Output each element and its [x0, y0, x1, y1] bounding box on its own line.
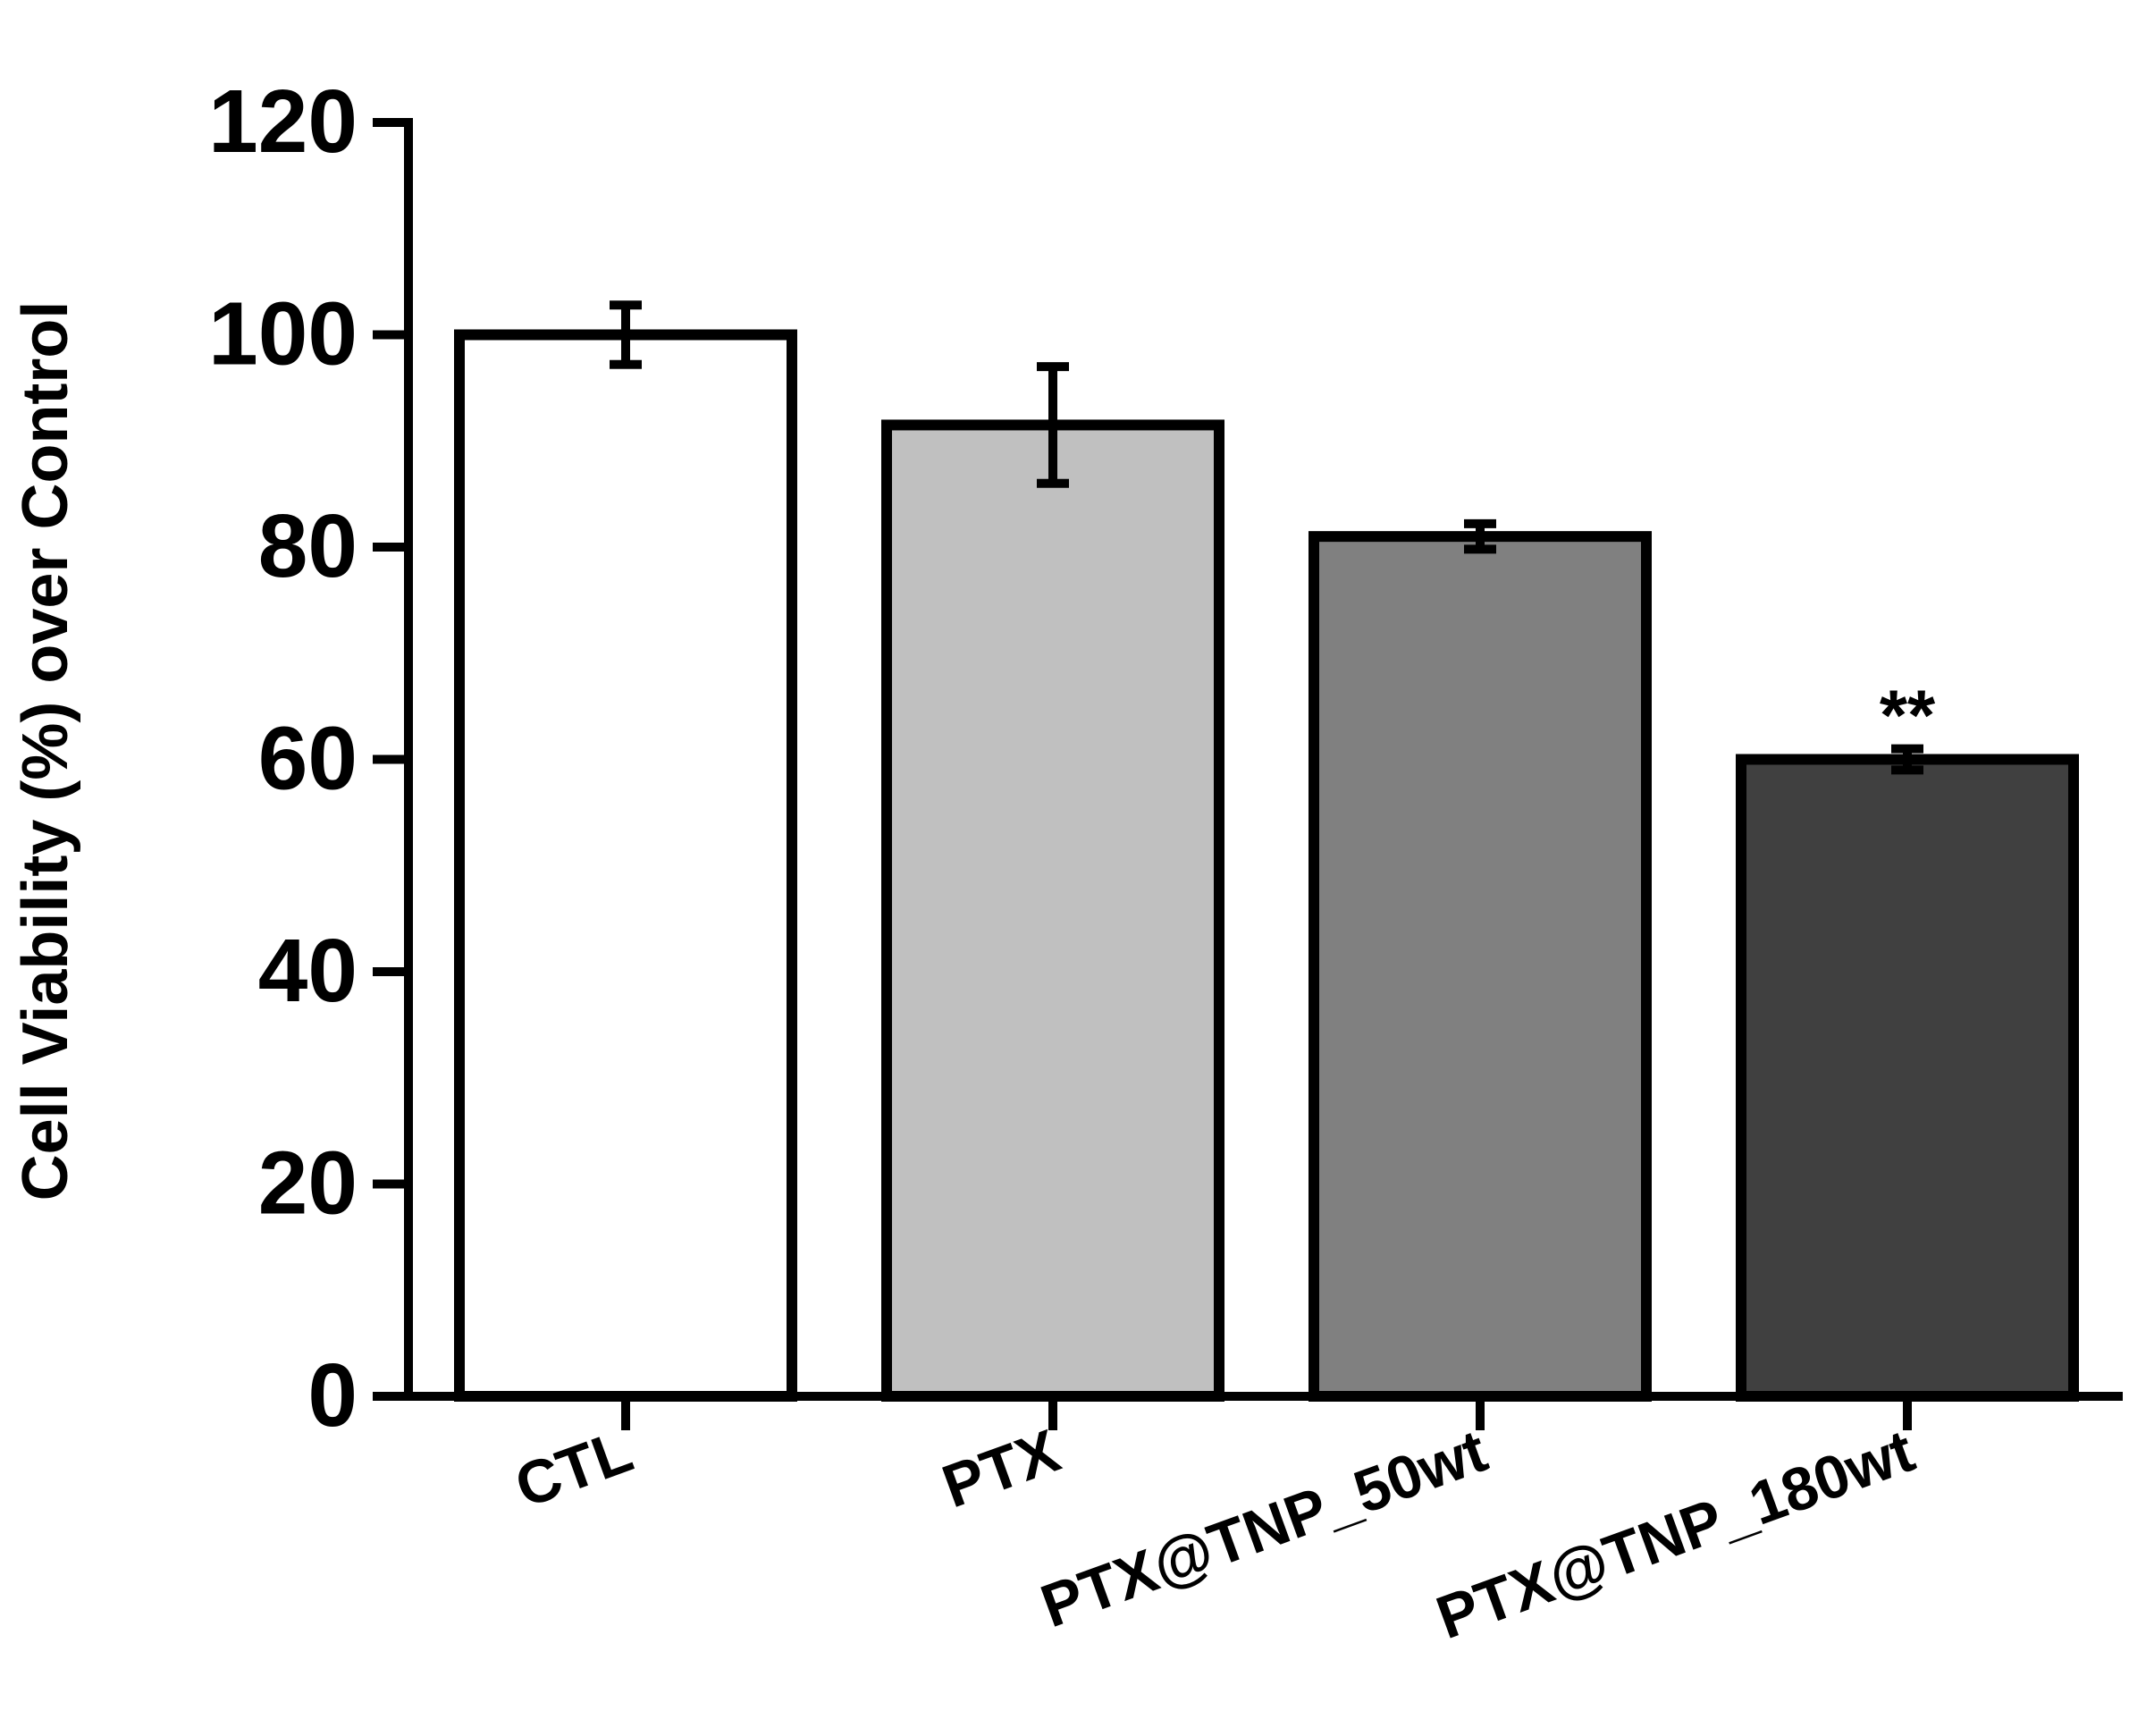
error-bar	[1464, 518, 1496, 554]
x-tick-label: PTX@TNP_180wt	[1428, 1417, 1923, 1652]
y-ticks-group: 0 20 40 60 80 100 120	[208, 72, 408, 1445]
y-tick-label: 100	[208, 284, 358, 384]
y-tick-label: 60	[258, 709, 358, 809]
bars-group	[454, 329, 2079, 1402]
error-bar	[610, 300, 642, 369]
y-tick-label: 20	[258, 1133, 358, 1234]
bar-ptx-tnp-50wt	[1309, 531, 1652, 1402]
error-bars-group	[610, 300, 1923, 775]
y-axis-label: Cell Viability (%) over Control	[10, 301, 81, 1201]
x-tick-label: PTX	[934, 1417, 1068, 1521]
x-tick-label: CTL	[507, 1417, 641, 1521]
error-bar	[1891, 744, 1923, 775]
x-tick-label: PTX@TNP_50wt	[1032, 1417, 1495, 1640]
y-tick-label: 0	[307, 1345, 358, 1445]
y-tick-label: 40	[258, 921, 358, 1021]
y-tick-label: 120	[208, 72, 358, 172]
bar-ptx	[881, 419, 1224, 1402]
significance-annotation: **	[1880, 676, 1936, 755]
annotations-group: **	[1880, 676, 1936, 755]
bar-ctl	[454, 329, 797, 1402]
y-tick-label: 80	[258, 496, 358, 596]
bar-ptx-tnp-180wt	[1736, 754, 2079, 1402]
error-bar	[1037, 362, 1069, 488]
